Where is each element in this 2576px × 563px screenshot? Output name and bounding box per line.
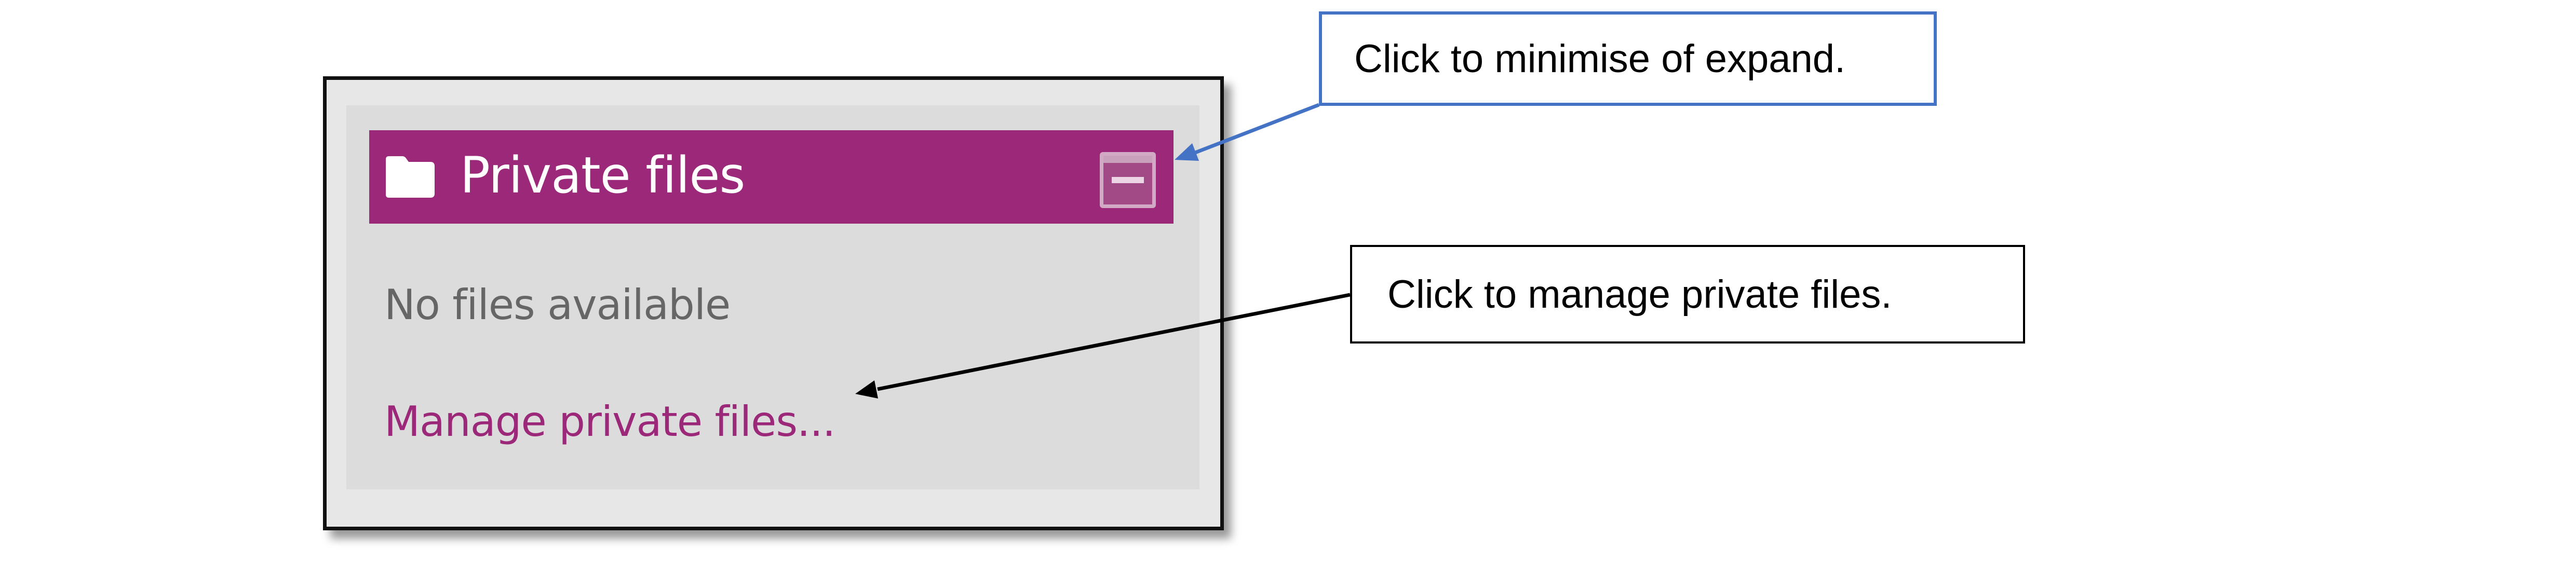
- minimise-button[interactable]: [1100, 152, 1156, 208]
- callout-minimise-text: Click to minimise of expand.: [1354, 36, 1846, 81]
- block-title: Private files: [460, 146, 745, 204]
- minimise-icon-top: [1103, 156, 1152, 163]
- callout-minimise-expand: Click to minimise of expand.: [1319, 11, 1937, 106]
- callout-manage-files: Click to manage private files.: [1350, 245, 2025, 344]
- no-files-message: No files available: [384, 281, 731, 329]
- callout-manage-text: Click to manage private files.: [1387, 272, 1892, 317]
- private-files-block: Private files No files available Manage …: [346, 105, 1199, 489]
- minimise-icon: [1112, 177, 1144, 183]
- manage-private-files-link[interactable]: Manage private files...: [384, 397, 835, 446]
- block-header: Private files: [369, 130, 1174, 224]
- folder-icon: [386, 156, 435, 198]
- private-files-screenshot: Private files No files available Manage …: [323, 76, 1224, 530]
